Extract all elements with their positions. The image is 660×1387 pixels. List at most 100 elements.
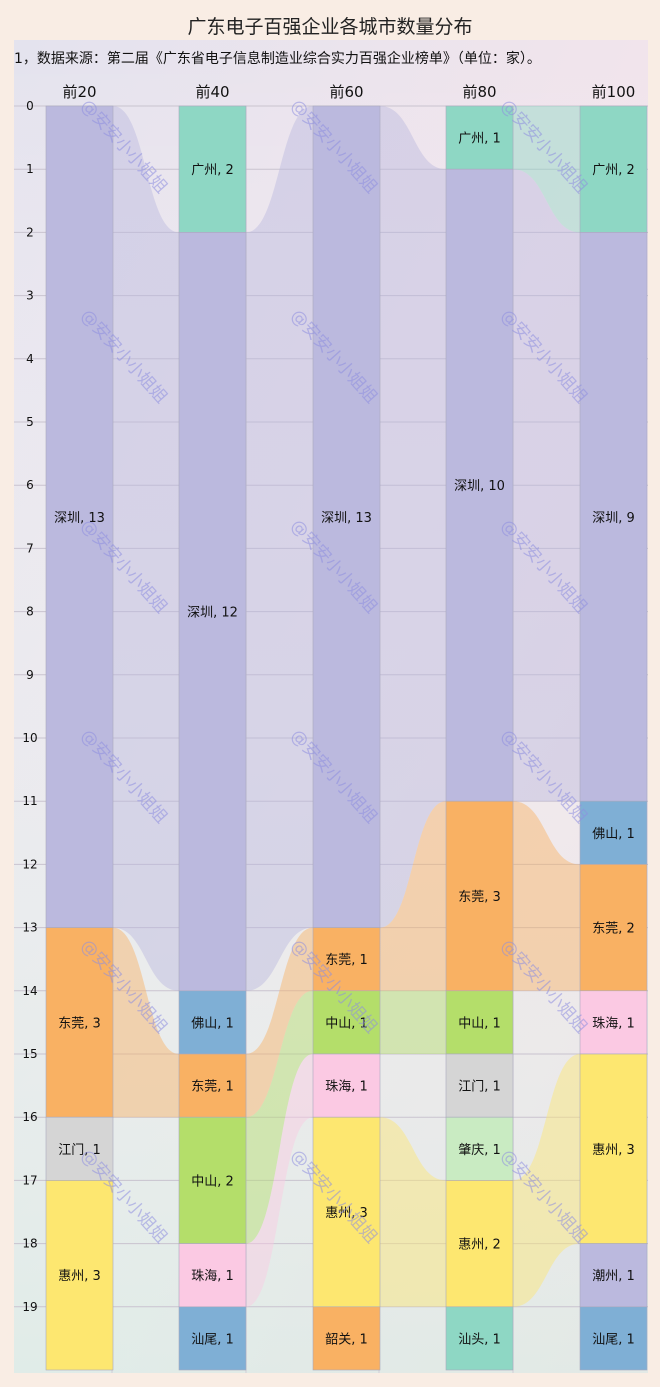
segment-bar — [445, 990, 514, 1055]
segment-label: 中山, 2 — [191, 1174, 234, 1189]
flow-band — [246, 990, 313, 1244]
segment-bar — [312, 105, 381, 928]
segment-bar — [45, 1180, 114, 1371]
segment-label: 东莞, 2 — [592, 922, 635, 937]
segment-label: 深圳, 10 — [454, 479, 505, 494]
segment-bar — [312, 990, 381, 1055]
segment-label: 东莞, 3 — [458, 890, 501, 905]
segment-label: 惠州, 2 — [458, 1238, 501, 1253]
flow-band — [513, 1054, 580, 1307]
flow-band — [380, 1117, 446, 1307]
segment-label: 惠州, 3 — [325, 1206, 368, 1221]
segment-bar — [445, 800, 514, 992]
segment-bar — [312, 1306, 381, 1371]
segment-label: 韶关, 1 — [325, 1331, 368, 1347]
y-tick-label: 15 — [22, 1047, 37, 1061]
segment-label: 汕尾, 1 — [191, 1332, 234, 1347]
segment-bar — [579, 1243, 648, 1308]
segment-bar — [579, 1306, 648, 1371]
column-bars — [45, 105, 648, 1371]
segment-label: 江门, 1 — [458, 1080, 501, 1095]
segment-label: 广州, 2 — [191, 163, 234, 178]
y-tick-label: 1 — [26, 162, 34, 176]
y-tick-label: 19 — [22, 1300, 37, 1314]
column-header: 前80 — [462, 83, 496, 101]
y-tick-label: 7 — [26, 541, 34, 555]
segment-bar — [445, 168, 514, 802]
segment-label: 深圳, 13 — [54, 511, 105, 526]
segment-label: 广州, 2 — [592, 163, 635, 178]
segment-bar — [178, 232, 247, 992]
segment-label: 珠海, 1 — [191, 1269, 234, 1284]
segment-label: 肇庆, 1 — [458, 1143, 501, 1158]
segment-label: 深圳, 9 — [592, 511, 635, 526]
flow-band — [513, 801, 580, 991]
segment-bar — [445, 1180, 514, 1308]
column-header: 前20 — [62, 83, 96, 101]
y-tick-label: 17 — [22, 1173, 37, 1187]
segment-label: 东莞, 1 — [325, 953, 368, 968]
segment-label: 惠州, 3 — [592, 1143, 635, 1158]
y-tick-label: 0 — [26, 99, 34, 113]
segment-bar — [445, 1306, 514, 1371]
flow-band — [246, 1054, 313, 1307]
y-tick-label: 5 — [26, 415, 34, 429]
segment-bar — [579, 105, 648, 233]
y-tick-label: 11 — [22, 794, 37, 808]
y-tick-label: 14 — [22, 984, 37, 998]
y-tick-label: 3 — [26, 289, 34, 303]
segment-label: 江门, 1 — [58, 1143, 101, 1158]
segment-label: 潮州, 1 — [592, 1269, 635, 1284]
segment-bar — [312, 1116, 381, 1308]
segment-bar — [178, 105, 247, 233]
segment-bar — [45, 927, 114, 1118]
segment-label: 珠海, 1 — [592, 1016, 635, 1031]
segment-label: 汕头, 1 — [458, 1332, 501, 1347]
segment-bar — [45, 105, 114, 928]
chart-subtitle: 1，数据来源：第二届《广东省电子信息制造业综合实力百强企业榜单》（单位：家）。 — [14, 50, 541, 67]
y-tick-label: 6 — [26, 478, 34, 492]
segment-label: 深圳, 12 — [187, 606, 238, 621]
y-tick-label: 10 — [22, 731, 37, 745]
segment-bar — [178, 1116, 247, 1244]
segment-label: 东莞, 1 — [191, 1080, 234, 1095]
y-tick-label: 2 — [26, 225, 34, 239]
segment-label: 东莞, 3 — [58, 1016, 101, 1031]
flow-band — [380, 106, 446, 928]
segment-bar — [579, 800, 648, 865]
segment-bar — [312, 1053, 381, 1118]
segment-bar — [178, 1243, 247, 1308]
segment-label: 惠州, 3 — [58, 1269, 101, 1284]
segment-labels: 深圳, 13 东莞, 3 江门, 1 惠州, 3 广州, 2 深圳, 12 佛山, 1 东莞,… — [54, 132, 635, 1348]
segment-bar — [445, 1116, 514, 1181]
segment-bar — [178, 1306, 247, 1371]
flow-band — [113, 927, 179, 1118]
column-header: 前40 — [195, 83, 229, 101]
flow-band — [246, 927, 313, 1118]
segment-bar — [178, 990, 247, 1055]
flow-band — [513, 169, 580, 802]
y-tick-label: 8 — [26, 605, 34, 619]
segment-label: 珠海, 1 — [325, 1080, 368, 1095]
segment-bar — [445, 105, 514, 170]
y-tick-label: 16 — [22, 1110, 37, 1124]
segment-label: 汕尾, 1 — [592, 1332, 635, 1347]
y-tick-label: 12 — [22, 857, 37, 871]
flow-band — [513, 106, 580, 233]
column-header: 前60 — [329, 83, 363, 101]
y-tick-label: 9 — [26, 668, 34, 682]
segment-label: 中山, 1 — [458, 1016, 501, 1031]
chart-title: 广东电子百强企业各城市数量分布 — [187, 16, 472, 38]
column-header: 前100 — [592, 83, 636, 101]
flow-bands — [113, 106, 580, 1307]
segment-label: 中山, 1 — [325, 1016, 368, 1031]
segment-label: 佛山, 1 — [592, 827, 635, 842]
segment-label: 佛山, 1 — [191, 1016, 234, 1031]
segment-bar — [312, 927, 381, 992]
segment-label: 深圳, 13 — [321, 511, 372, 526]
segment-bar — [445, 1053, 514, 1118]
y-tick-label: 18 — [22, 1237, 37, 1251]
